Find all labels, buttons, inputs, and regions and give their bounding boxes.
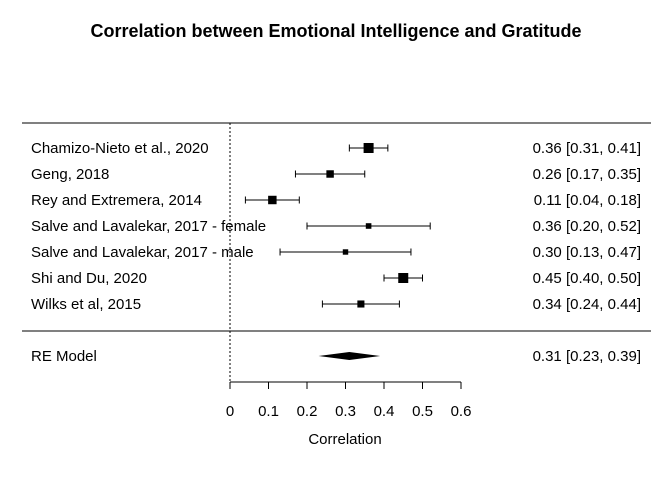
study-row: Shi and Du, 2020 0.45 [0.40, 0.50] <box>31 270 641 287</box>
study-row: Salve and Lavalekar, 2017 - female 0.36 [… <box>31 218 641 235</box>
study-label: Rey and Extremera, 2014 <box>31 192 202 209</box>
point-estimate <box>342 249 349 255</box>
study-label: Salve and Lavalekar, 2017 - female <box>31 218 266 235</box>
summary-label: RE Model <box>31 348 97 365</box>
study-label: Shi and Du, 2020 <box>31 270 147 287</box>
study-row: Wilks et al, 2015 0.34 [0.24, 0.44] <box>31 296 641 313</box>
point-estimate <box>363 143 374 153</box>
point-estimate <box>365 223 372 229</box>
estimate-ci-text: 0.11 [0.04, 0.18] <box>534 192 641 209</box>
estimate-ci-text: 0.45 [0.40, 0.50] <box>533 270 641 287</box>
point-estimate <box>357 300 365 308</box>
study-label: Chamizo-Nieto et al., 2020 <box>31 140 209 157</box>
study-row: Salve and Lavalekar, 2017 - male 0.30 [0.… <box>31 244 641 261</box>
study-row: Rey and Extremera, 2014 0.11 [0.04, 0.18] <box>31 192 641 209</box>
estimate-ci-text: 0.30 [0.13, 0.47] <box>533 244 641 261</box>
x-tick-label: 0.6 <box>451 403 472 420</box>
point-estimate <box>326 170 334 178</box>
estimate-ci-text: 0.36 [0.31, 0.41] <box>533 140 641 157</box>
x-tick-label: 0.2 <box>297 403 318 420</box>
x-axis-label: Correlation <box>308 431 381 448</box>
study-label: Geng, 2018 <box>31 166 109 183</box>
x-tick-label: 0.4 <box>374 403 395 420</box>
summary-diamond <box>318 352 381 360</box>
x-tick-label: 0.1 <box>258 403 279 420</box>
study-row: Chamizo-Nieto et al., 2020 0.36 [0.31, 0.… <box>31 140 641 157</box>
estimate-ci-text: 0.34 [0.24, 0.44] <box>533 296 641 313</box>
study-label: Salve and Lavalekar, 2017 - male <box>31 244 254 261</box>
point-estimate <box>268 195 277 205</box>
chart-title: Correlation between Emotional Intelligen… <box>90 21 581 41</box>
x-tick-label: 0.3 <box>335 403 356 420</box>
estimate-ci-text: 0.26 [0.17, 0.35] <box>533 166 641 183</box>
summary-row: RE Model 0.31 [0.23, 0.39] <box>31 348 641 365</box>
summary-estimate-text: 0.31 [0.23, 0.39] <box>533 348 641 365</box>
point-estimate <box>398 273 409 283</box>
x-tick-label: 0 <box>226 403 234 420</box>
study-label: Wilks et al, 2015 <box>31 296 141 313</box>
x-axis: 0 0.1 0.2 0.3 0.4 0.5 0.6 <box>226 381 472 420</box>
estimate-ci-text: 0.36 [0.20, 0.52] <box>533 218 641 235</box>
study-rows: Chamizo-Nieto et al., 2020 0.36 [0.31, 0.… <box>31 140 641 313</box>
x-tick-label: 0.5 <box>412 403 433 420</box>
study-row: Geng, 2018 0.26 [0.17, 0.35] <box>31 166 641 183</box>
